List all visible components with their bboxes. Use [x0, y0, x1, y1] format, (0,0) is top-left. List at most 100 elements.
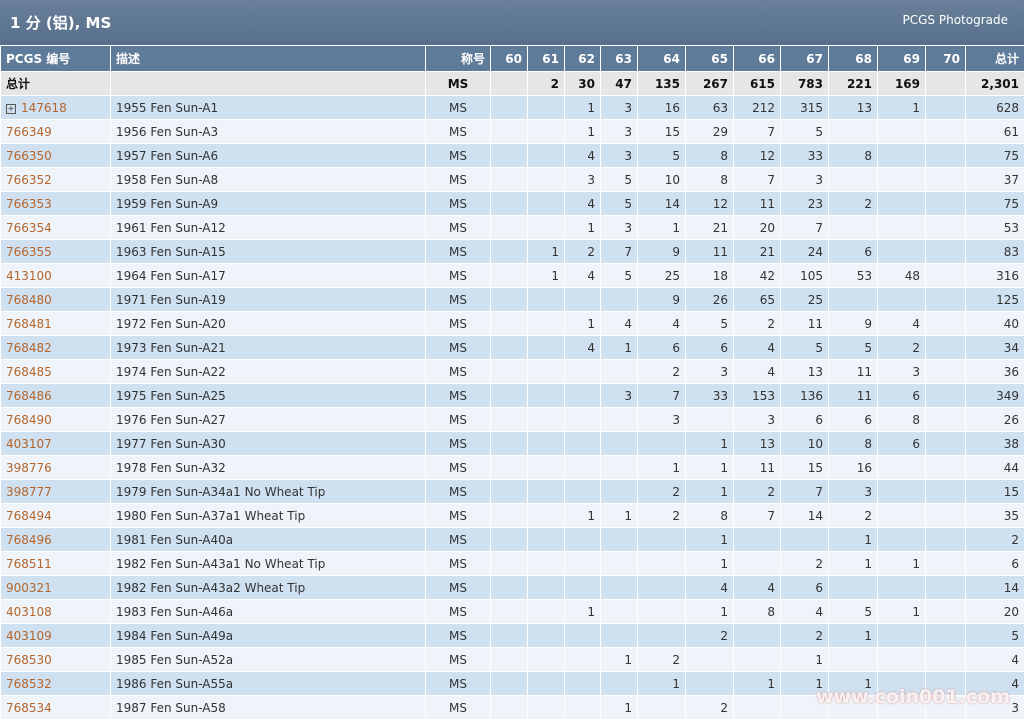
column-header[interactable]: 62 [564, 45, 601, 72]
row-code[interactable]: 766354 [0, 215, 111, 240]
cell-text: 212 [752, 100, 775, 115]
row-code[interactable]: 768481 [0, 311, 111, 336]
grade-count: 53 [965, 215, 1024, 240]
cell-text: 1 [624, 652, 632, 667]
grade-count [637, 527, 686, 552]
cell-text: MS [449, 652, 467, 667]
grade-count [685, 647, 734, 672]
row-code[interactable]: 766353 [0, 191, 111, 216]
coin-row: 768480 1971 Fen Sun-A19 MS 9 26 65 25 125 [0, 287, 1024, 312]
photograde-link[interactable]: PCGS Photograde [902, 13, 1008, 27]
row-code[interactable]: +147618 [0, 95, 111, 120]
grade-count [877, 479, 926, 504]
column-header[interactable]: 描述 [110, 45, 426, 72]
column-header[interactable]: 70 [925, 45, 966, 72]
row-code[interactable]: 766350 [0, 143, 111, 168]
coin-row: 768532 1986 Fen Sun-A55a MS 1 1 1 1 4 [0, 671, 1024, 696]
row-code[interactable]: 768511 [0, 551, 111, 576]
cell-text: 1961 Fen Sun-A12 [116, 220, 226, 235]
grade-count: 6 [828, 239, 878, 264]
grade-count: 5 [600, 167, 638, 192]
grade-count [490, 695, 528, 720]
cell-text: 8 [720, 508, 728, 523]
column-header[interactable]: 65 [685, 45, 734, 72]
row-code[interactable]: 768534 [0, 695, 111, 720]
column-header[interactable]: 68 [828, 45, 878, 72]
cell-text: 53 [1003, 220, 1019, 235]
cell-text: 5 [815, 124, 823, 139]
row-code[interactable]: 398776 [0, 455, 111, 480]
row-code[interactable]: 768496 [0, 527, 111, 552]
grade-count [600, 575, 638, 600]
cell-text: 2 [587, 244, 595, 259]
grade-count: 3 [637, 407, 686, 432]
row-code[interactable]: 403108 [0, 599, 111, 624]
column-header[interactable]: 称号 [425, 45, 491, 72]
grade-count: 4 [637, 311, 686, 336]
column-header[interactable]: 64 [637, 45, 686, 72]
row-code[interactable]: 398777 [0, 479, 111, 504]
coin-row: 398776 1978 Fen Sun-A32 MS 1 1 11 15 16 44 [0, 455, 1024, 480]
grade-count [828, 119, 878, 144]
grade-count: 1 [564, 311, 601, 336]
column-header[interactable]: 63 [600, 45, 638, 72]
column-header[interactable]: 69 [877, 45, 926, 72]
column-header[interactable]: 60 [490, 45, 528, 72]
grade-count: 1 [637, 215, 686, 240]
grade-count [600, 431, 638, 456]
cell-text: MS [449, 508, 467, 523]
row-code[interactable]: 900321 [0, 575, 111, 600]
cell-text: 26 [1003, 412, 1019, 427]
row-designation: MS [425, 239, 491, 264]
cell-text: 1 [815, 676, 823, 691]
column-header[interactable]: 总计 [965, 45, 1024, 72]
grade-count: 63 [685, 95, 734, 120]
grade-count: 8 [685, 143, 734, 168]
row-description: 1959 Fen Sun-A9 [110, 191, 426, 216]
row-code[interactable]: 766349 [0, 119, 111, 144]
row-code[interactable]: 768485 [0, 359, 111, 384]
row-code[interactable]: 768480 [0, 287, 111, 312]
cell-text: 1 [551, 244, 559, 259]
row-code[interactable]: 403109 [0, 623, 111, 648]
cell-text: 2 [815, 556, 823, 571]
grade-count: 3 [877, 359, 926, 384]
cell-text: 26 [712, 292, 728, 307]
cell-text: 768486 [6, 388, 52, 403]
row-code[interactable]: 768532 [0, 671, 111, 696]
grade-count: 349 [965, 383, 1024, 408]
grade-count: 11 [733, 191, 781, 216]
row-code[interactable]: 768530 [0, 647, 111, 672]
grade-count: 783 [780, 71, 829, 96]
cell-text: 35 [1003, 508, 1019, 523]
grade-count [490, 623, 528, 648]
row-code[interactable]: 766352 [0, 167, 111, 192]
row-code[interactable]: 768486 [0, 383, 111, 408]
column-header[interactable]: 67 [780, 45, 829, 72]
grade-count: 3 [564, 167, 601, 192]
grade-count [527, 695, 565, 720]
row-code[interactable]: 768482 [0, 335, 111, 360]
row-code[interactable]: 403107 [0, 431, 111, 456]
column-header[interactable]: PCGS 编号 [0, 45, 111, 72]
grade-count: 1 [564, 119, 601, 144]
grade-count: 316 [965, 263, 1024, 288]
cell-text: 2 [720, 700, 728, 715]
watermark: www.coin001.com [815, 686, 1010, 708]
row-code[interactable]: 413100 [0, 263, 111, 288]
grade-count: 15 [780, 455, 829, 480]
grade-count [733, 647, 781, 672]
grade-count [600, 599, 638, 624]
cell-text: 3 [624, 220, 632, 235]
cell-text: 766353 [6, 196, 52, 211]
row-code[interactable]: 766355 [0, 239, 111, 264]
row-code[interactable]: 768490 [0, 407, 111, 432]
coin-row: 768485 1974 Fen Sun-A22 MS 2 3 4 13 11 3 36 [0, 359, 1024, 384]
cell-text: MS [449, 484, 467, 499]
column-header[interactable]: 61 [527, 45, 565, 72]
cell-text: 2 [1011, 532, 1019, 547]
column-header[interactable]: 66 [733, 45, 781, 72]
row-code[interactable]: 768494 [0, 503, 111, 528]
expand-icon[interactable]: + [6, 103, 16, 114]
cell-text: 3 [624, 148, 632, 163]
